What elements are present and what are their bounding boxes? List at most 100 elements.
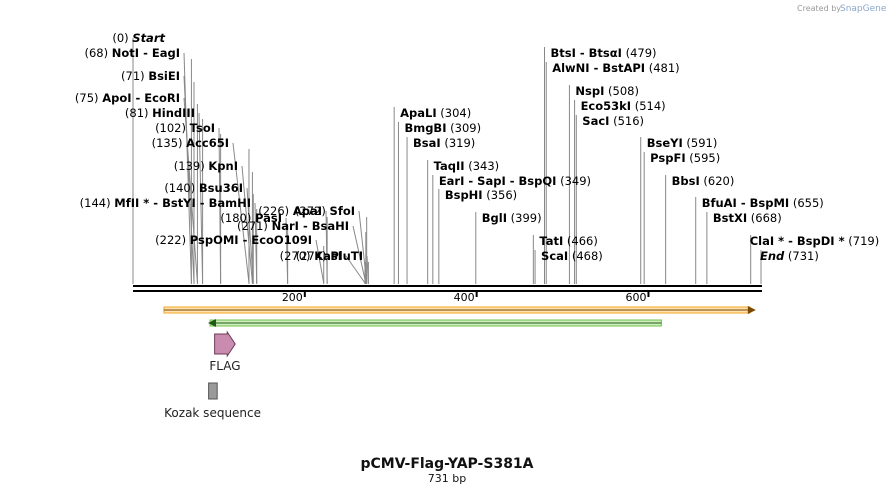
cut-site[interactable]: NspI (508) xyxy=(575,84,639,98)
cut-site-label: (140) Bsu36I xyxy=(164,181,243,195)
cut-position: (270) xyxy=(280,249,315,263)
lead-line xyxy=(246,187,254,284)
cut-site[interactable]: End (731) xyxy=(760,249,819,263)
enzyme-separator: - xyxy=(737,196,750,210)
cut-site[interactable]: PspFI (595) xyxy=(650,151,720,165)
feature-orange[interactable] xyxy=(163,306,756,314)
feature-kozak[interactable]: Kozak sequence xyxy=(164,382,261,420)
cut-position: (139) xyxy=(174,159,209,173)
cut-site[interactable]: BsaI (319) xyxy=(413,136,475,150)
cut-site[interactable]: TatI (466) xyxy=(539,234,598,248)
cut-site[interactable]: (270) KasI xyxy=(280,249,342,263)
cut-site-label: (274) PluTI xyxy=(296,249,363,263)
cut-site-labels: (0) Start(68) NotI - EagI (71) BsiEI (75) … xyxy=(75,31,879,263)
cut-site[interactable]: ScaI (468) xyxy=(541,249,603,263)
cut-site-lead-lines xyxy=(132,38,762,284)
cut-site-label: (135) Acc65I xyxy=(152,136,229,150)
cut-site-label: (271) NarI - BsaHI xyxy=(237,219,349,233)
cut-site[interactable]: (71) BsiEI xyxy=(121,69,180,83)
cut-site-label: SacI (516) xyxy=(582,114,644,128)
cut-site-label: (81) HindIII xyxy=(125,106,195,120)
enzyme-name: BstAPI xyxy=(602,61,645,75)
cut-site-label: (180) PasI xyxy=(220,211,282,225)
cut-site[interactable]: BtsI - BtsαI (479) xyxy=(551,46,657,60)
cut-site[interactable]: BmgBI (309) xyxy=(404,121,481,135)
cut-site[interactable]: (139) KpnI xyxy=(174,159,238,173)
enzyme-name: TsoI xyxy=(190,121,215,135)
brand-created-by: Created by xyxy=(797,4,841,13)
cut-site-label: BspHI (356) xyxy=(445,188,517,202)
enzyme-separator: - xyxy=(239,233,252,247)
features-track: FLAG Kozak sequence xyxy=(163,306,756,420)
cut-site-label: NspI (508) xyxy=(575,84,639,98)
feature-label: FLAG xyxy=(209,359,240,373)
cut-site[interactable]: SacI (516) xyxy=(582,114,644,128)
enzyme-name: NotI xyxy=(112,46,139,60)
enzyme-separator: - xyxy=(299,219,312,233)
cut-site[interactable]: (102) TsoI xyxy=(155,121,215,135)
enzyme-name: ApaI xyxy=(293,204,322,218)
cut-site[interactable]: (75) ApoI - EcoRI xyxy=(75,91,180,105)
cut-site[interactable]: (81) HindIII xyxy=(125,106,195,120)
cut-site[interactable]: Eco53kI (514) xyxy=(581,99,666,113)
cut-site-label: (139) KpnI xyxy=(174,159,238,173)
cut-position: (68) xyxy=(85,46,112,60)
cut-site[interactable]: TaqII (343) xyxy=(434,159,500,173)
enzyme-name: AlwNI xyxy=(552,61,589,75)
cut-position: (140) xyxy=(164,181,199,195)
cut-position: (0) xyxy=(112,31,132,45)
flag-arrow-icon xyxy=(214,330,236,358)
cut-position: (222) xyxy=(155,233,190,247)
cut-site[interactable]: (226) ApaI xyxy=(258,204,322,218)
feature-flag[interactable]: FLAG xyxy=(209,330,241,373)
feature-green[interactable] xyxy=(208,319,662,327)
enzyme-name: BamHI xyxy=(209,196,251,210)
enzyme-name: BstYI xyxy=(162,196,196,210)
cut-site[interactable]: BglI (399) xyxy=(482,211,542,225)
cut-site[interactable]: BfuAI - BspMI (655) xyxy=(702,196,824,210)
enzyme-name: MfII * xyxy=(114,196,149,210)
cut-site[interactable]: (135) Acc65I xyxy=(152,136,229,150)
ruler-tick-label: 200 xyxy=(282,291,303,304)
cut-site[interactable]: (274) PluTI xyxy=(296,249,363,263)
enzyme-name: EarI xyxy=(439,174,465,188)
cut-site[interactable]: (144) MfII * - BstYI - BamHI xyxy=(80,196,251,210)
cut-site[interactable]: BstXI (668) xyxy=(713,211,782,225)
cut-position: (719) xyxy=(845,234,880,248)
cut-site[interactable]: (180) PasI xyxy=(220,211,282,225)
cut-site-label: (222) PspOMI - EcoO109I xyxy=(155,233,312,247)
cut-position: (595) xyxy=(686,151,721,165)
cut-site-label: BmgBI (309) xyxy=(404,121,481,135)
cut-site[interactable]: EarI - SapI - BspQI (349) xyxy=(439,174,591,188)
enzyme-name: BbsI xyxy=(672,174,700,188)
cut-site[interactable]: BbsI (620) xyxy=(672,174,735,188)
cut-position: (71) xyxy=(121,69,148,83)
ruler: 200 400 600 xyxy=(282,291,650,304)
cut-position: (81) xyxy=(125,106,152,120)
cut-position: (102) xyxy=(155,121,190,135)
cut-site[interactable]: ClaI * - BspDI * (719) xyxy=(750,234,880,248)
cut-site[interactable]: ApaLI (304) xyxy=(400,106,471,120)
ruler-tick-label: 600 xyxy=(625,291,646,304)
cut-position: (309) xyxy=(446,121,481,135)
enzyme-name: BmgBI xyxy=(404,121,446,135)
cut-site[interactable]: (0) Start xyxy=(112,31,165,45)
cut-site[interactable]: AlwNI - BstAPI (481) xyxy=(552,61,679,75)
cut-site[interactable]: BseYI (591) xyxy=(647,136,718,150)
cut-position: (75) xyxy=(75,91,102,105)
cut-site[interactable]: (222) PspOMI - EcoO109I xyxy=(155,233,312,247)
lead-line xyxy=(352,225,367,284)
enzyme-name: PluTI xyxy=(330,249,363,263)
cut-site-label: TatI (466) xyxy=(539,234,598,248)
lead-line xyxy=(345,255,366,284)
enzyme-name: NarI xyxy=(272,219,299,233)
cut-site[interactable]: (271) NarI - BsaHI xyxy=(237,219,349,233)
cut-site[interactable]: (68) NotI - EagI xyxy=(85,46,181,60)
cut-site[interactable]: BspHI (356) xyxy=(445,188,517,202)
cut-site[interactable]: (140) Bsu36I xyxy=(164,181,243,195)
enzyme-name: KasI xyxy=(314,249,342,263)
cut-site[interactable]: (272) SfoI xyxy=(295,204,355,218)
cut-site-label: End (731) xyxy=(760,249,819,263)
cut-position: (180) xyxy=(220,211,255,225)
